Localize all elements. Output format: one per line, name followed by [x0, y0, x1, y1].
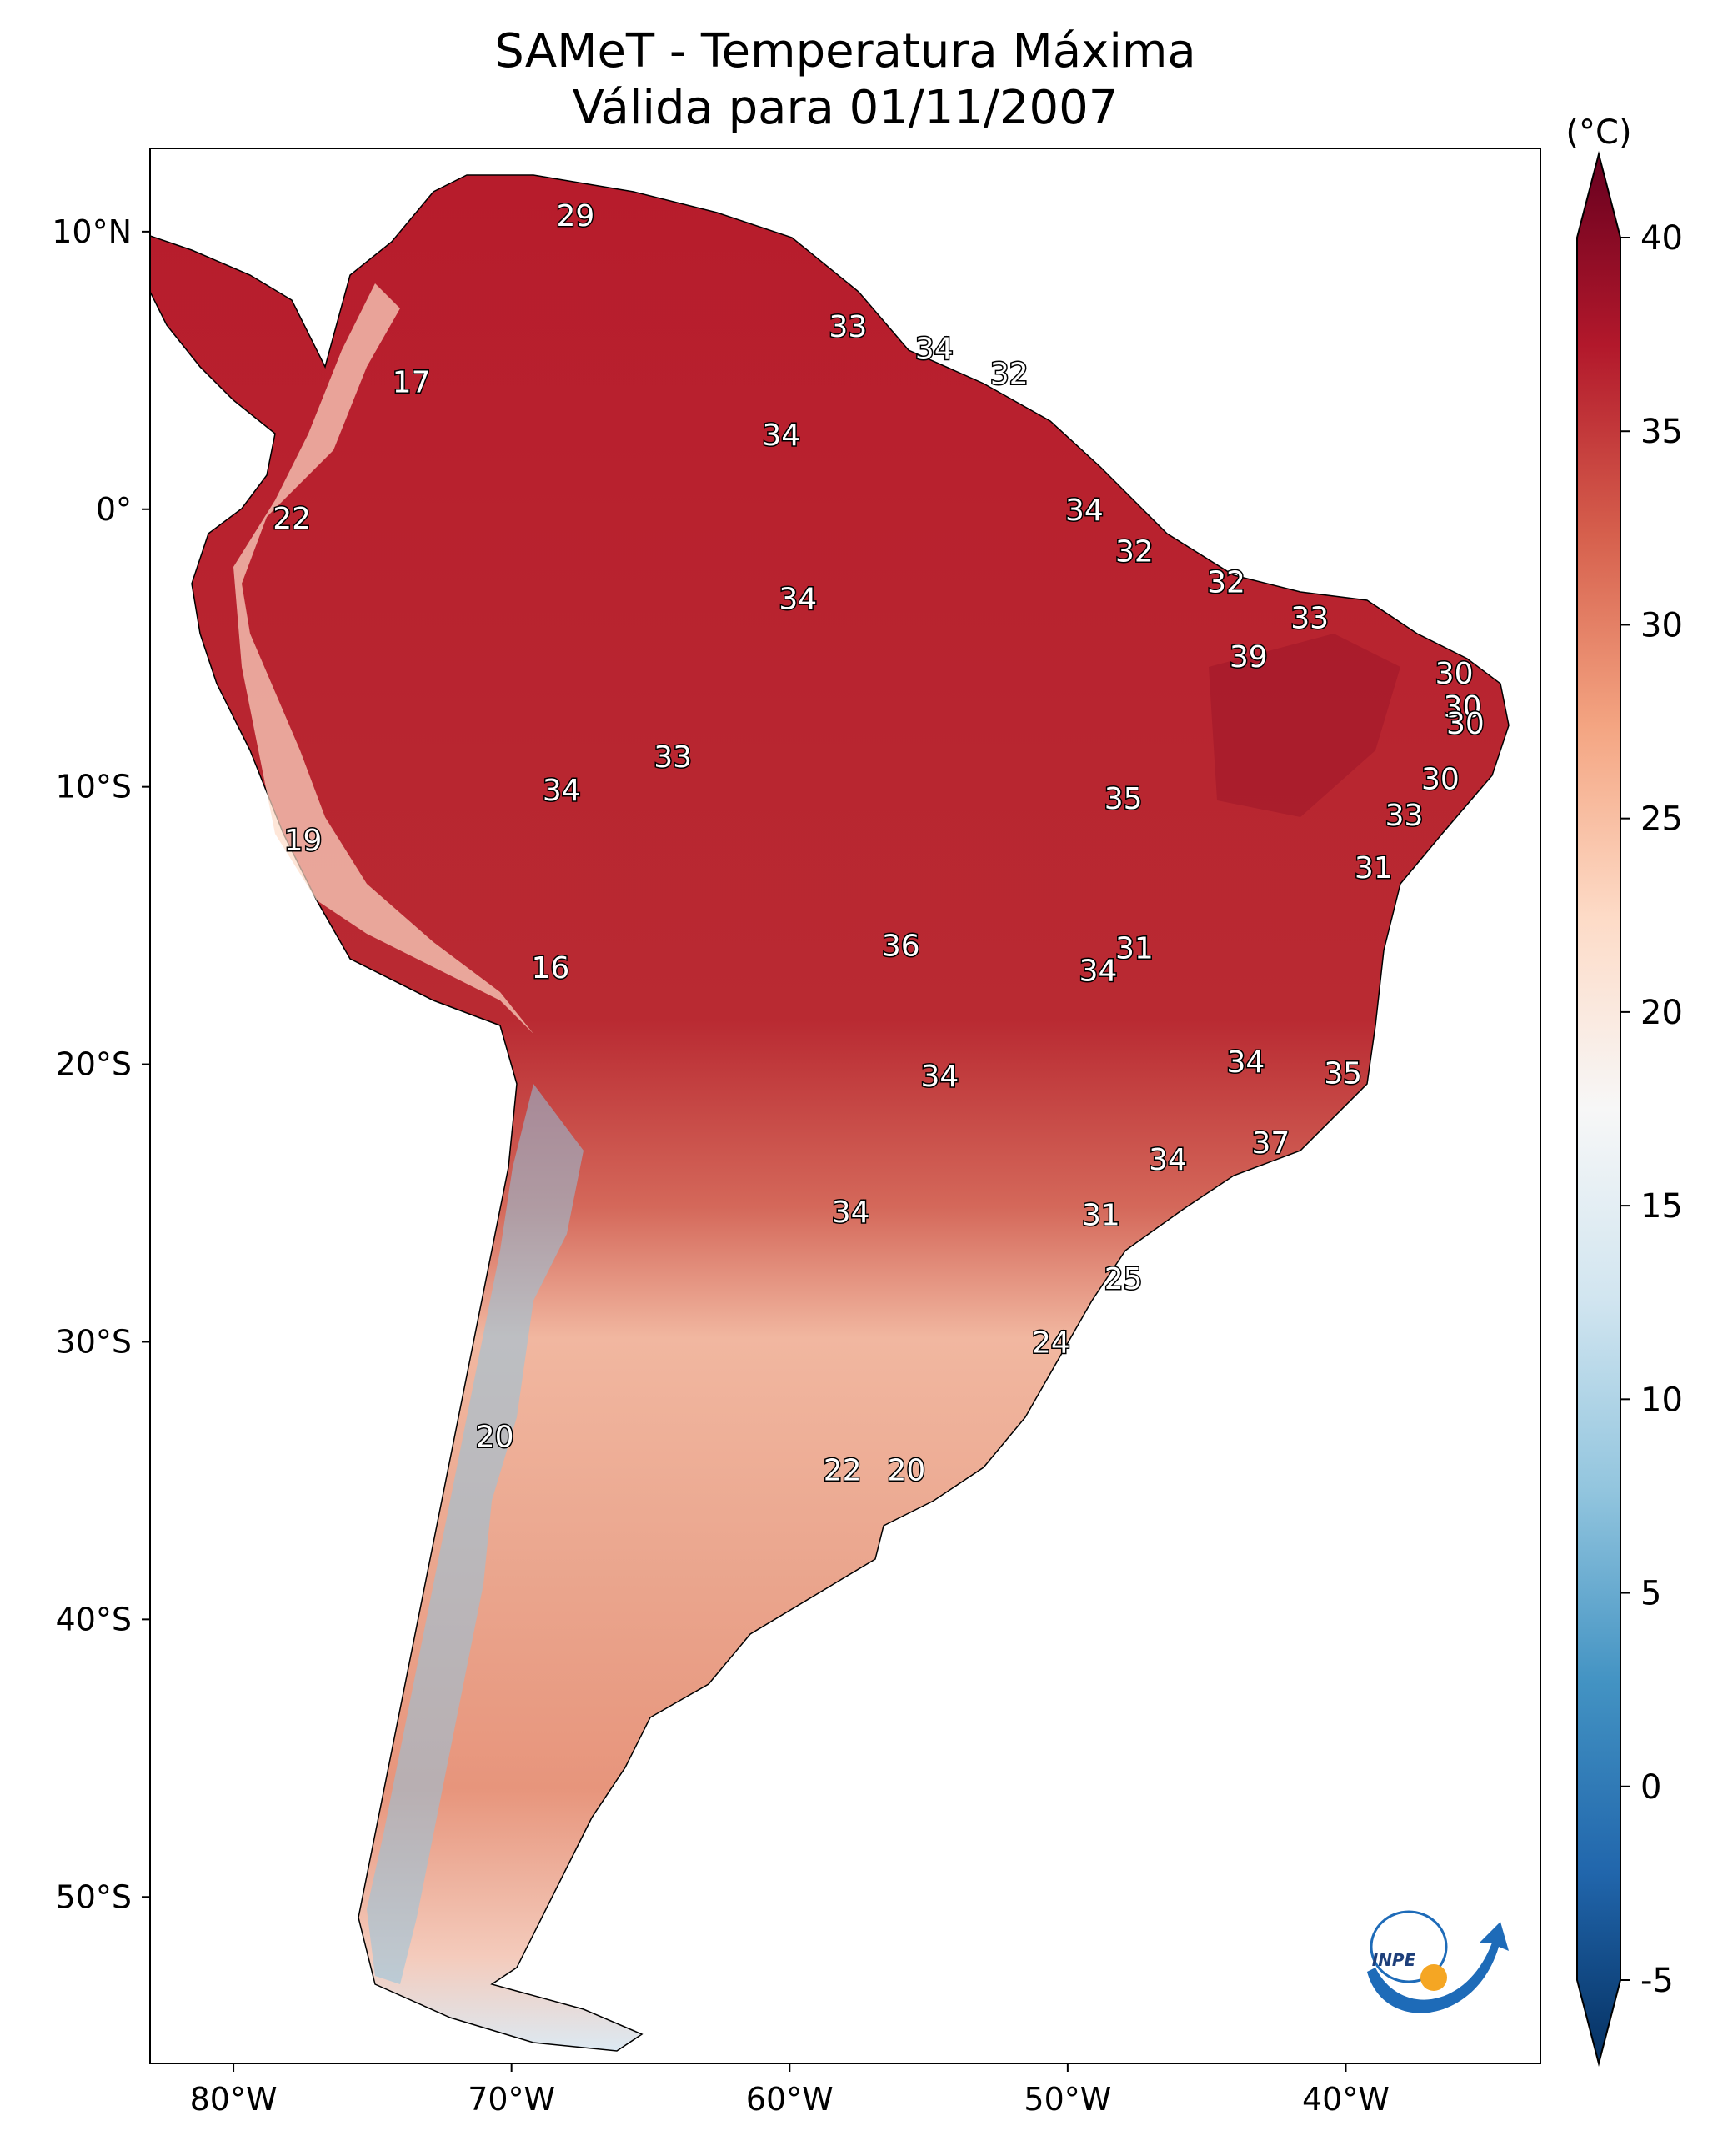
lat-tick-group: 10°N 0° 10°S 20°S 30°S 40°S 50°S	[52, 213, 150, 1915]
temperature-label: 33	[654, 740, 692, 775]
temperature-label: 30	[1435, 657, 1474, 691]
temperature-label: 34	[921, 1060, 959, 1094]
lat-tick-label: 0°	[96, 491, 132, 528]
colorbar-tick-label: 30	[1640, 606, 1683, 644]
lat-tick-label: 30°S	[56, 1323, 132, 1360]
inpe-logo: INPE	[1367, 1910, 1509, 2013]
map-title: SAMeT - Temperatura Máxima Válida para 0…	[150, 23, 1540, 137]
temperature-label: 34	[832, 1196, 870, 1230]
temperature-label: 36	[882, 929, 920, 963]
temperature-label: 33	[1290, 602, 1329, 636]
lat-tick-label: 50°S	[56, 1878, 132, 1915]
inpe-logo-text: INPE	[1372, 1950, 1416, 1970]
title-line-1: SAMeT - Temperatura Máxima	[494, 24, 1196, 78]
temperature-label: 34	[915, 333, 954, 367]
south-america-land	[150, 174, 1510, 2052]
temperature-label: 30	[1446, 707, 1485, 741]
inpe-logo-ring-icon	[1370, 1910, 1448, 1983]
temperature-label: 30	[1421, 763, 1460, 797]
lon-tick-label: 60°W	[746, 2081, 834, 2118]
colorbar-tick-label: 25	[1640, 800, 1683, 839]
lon-tick-label: 70°W	[468, 2081, 555, 2118]
temperature-label: 31	[1355, 851, 1393, 885]
temperature-label: 33	[829, 310, 867, 344]
title-line-2: Válida para 01/11/2007	[572, 81, 1119, 135]
temperature-label: 20	[887, 1454, 925, 1488]
colorbar-tick-label: 5	[1640, 1575, 1661, 1613]
temperature-label: 29	[557, 199, 595, 233]
lat-tick-label: 20°S	[56, 1046, 132, 1083]
temperature-label: 32	[1207, 565, 1245, 599]
colorbar-tick-label: 0	[1640, 1768, 1661, 1807]
temperature-label: 32	[990, 358, 1029, 392]
land-layer	[150, 174, 1510, 2052]
lat-tick-label: 40°S	[56, 1601, 132, 1637]
temperature-label: 25	[1104, 1262, 1143, 1296]
temperature-label: 39	[1230, 640, 1268, 674]
temperature-label: 16	[531, 951, 569, 985]
inpe-logo-sun-icon	[1420, 1964, 1447, 1991]
north-andes-cool-band	[233, 283, 533, 1034]
temperature-label: 17	[393, 366, 431, 400]
colorbar-unit: (°C)	[1565, 113, 1631, 152]
andes-cool-band	[367, 1084, 584, 1984]
temperature-label: 34	[1226, 1045, 1265, 1080]
temperature-label: 34	[1065, 494, 1104, 528]
temperature-label: 30	[1444, 690, 1482, 725]
inpe-logo-swoosh-icon	[1367, 1922, 1509, 2013]
colorbar-body	[1576, 151, 1621, 2067]
temperature-label: 32	[1115, 535, 1154, 569]
temperature-label: 35	[1104, 782, 1143, 816]
colorbar-tick-label: 40	[1640, 219, 1683, 258]
map-frame	[149, 148, 1541, 2064]
colorbar-tick-label: 20	[1640, 994, 1683, 1032]
temperature-label: 34	[779, 582, 817, 616]
temperature-label: 34	[1149, 1143, 1187, 1177]
colorbar-tick-label: 15	[1640, 1187, 1683, 1226]
temperature-label: 34	[1079, 954, 1118, 988]
temperature-label: 19	[284, 824, 323, 858]
lon-tick-label: 40°W	[1302, 2081, 1390, 2118]
temperature-label: 24	[1032, 1326, 1070, 1360]
temperature-label: 33	[1385, 799, 1424, 833]
lon-tick-group: 80°W 70°W 60°W 50°W 40°W	[190, 2063, 1390, 2118]
lon-tick-label: 50°W	[1024, 2081, 1111, 2118]
temperature-label: 22	[273, 502, 311, 536]
temperature-label: 22	[824, 1454, 862, 1488]
temperature-label: 20	[476, 1421, 514, 1455]
temperature-label: 34	[543, 774, 581, 808]
temperature-label: 35	[1324, 1057, 1362, 1091]
interior-hot-zone	[1209, 634, 1400, 817]
colorbar-tick-group: 40 35 30 25 20 15 10 5 0 -5	[1620, 219, 1683, 2000]
temperature-label: 37	[1252, 1126, 1290, 1161]
lon-tick-label: 80°W	[190, 2081, 278, 2118]
temperature-label: 34	[762, 419, 800, 453]
lat-tick-label: 10°S	[56, 769, 132, 805]
colorbar-tick-label: 35	[1640, 413, 1683, 451]
temperature-label: 31	[1115, 932, 1154, 966]
temperature-label: 31	[1082, 1198, 1120, 1232]
colorbar: (°C) 40 35 30 25 20 15 10 5 0 -5	[1565, 113, 1683, 2067]
colorbar-tick-label: 10	[1640, 1381, 1683, 1419]
colorbar-tick-label: -5	[1640, 1962, 1674, 2000]
lat-tick-label: 10°N	[52, 213, 132, 250]
